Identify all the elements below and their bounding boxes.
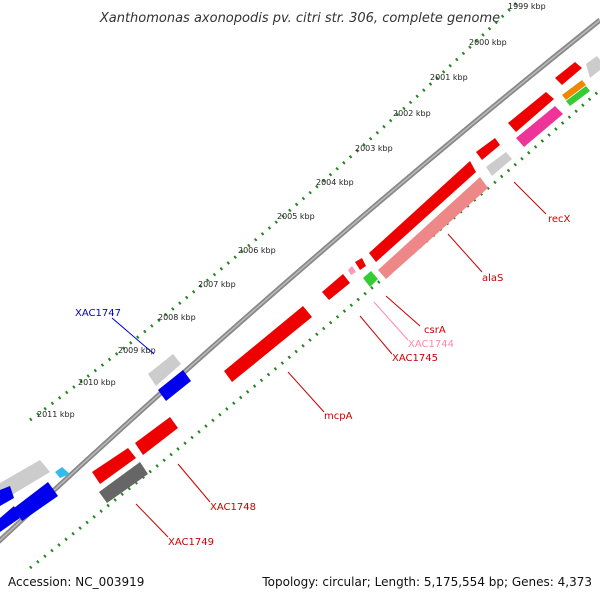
gene-arrow[interactable] (555, 62, 582, 85)
kbp-label: 2004 kbp (316, 178, 354, 187)
gene-arrow[interactable] (224, 306, 312, 382)
kbp-label: 2006 kbp (238, 246, 276, 255)
gene-arrow[interactable] (508, 92, 554, 132)
gene-arrow[interactable] (348, 266, 356, 275)
kbp-label: 2002 kbp (393, 109, 431, 118)
gene-label-alas[interactable]: alaS (482, 273, 503, 284)
gene-arrow[interactable] (0, 506, 20, 532)
gene-arrow[interactable] (562, 80, 586, 100)
genome-info-text: Topology: circular; Length: 5,175,554 bp… (261, 575, 592, 589)
gene-arrow[interactable] (99, 462, 148, 503)
gene-arrow[interactable] (0, 460, 50, 496)
kbp-label: 2009 kbp (118, 346, 156, 355)
gene-arrow[interactable] (486, 152, 512, 176)
gene-arrow[interactable] (92, 448, 136, 484)
kbp-label: 2007 kbp (198, 280, 236, 289)
gene-arrow[interactable] (148, 354, 181, 386)
kbp-labels: 1999 kbp 2000 kbp 2001 kbp 2002 kbp 2003… (37, 2, 546, 419)
inner-scale-track (29, 88, 600, 570)
accession-text: Accession: NC_003919 (8, 575, 144, 589)
gene-arrow[interactable] (0, 486, 14, 506)
gene-arrow[interactable] (586, 56, 600, 78)
gene-features (0, 56, 600, 532)
kbp-label: 2011 kbp (37, 410, 75, 419)
gene-label-recx[interactable]: recX (548, 214, 571, 225)
kbp-label: 2008 kbp (158, 313, 196, 322)
gene-label-xac1744[interactable]: XAC1744 (408, 339, 454, 350)
gene-arrow[interactable] (369, 161, 476, 262)
gene-label-xac1748[interactable]: XAC1748 (210, 502, 256, 513)
gene-arrow[interactable] (355, 258, 366, 270)
map-title: Xanthomonas axonopodis pv. citri str. 30… (99, 11, 500, 26)
gene-arrow[interactable] (378, 177, 488, 279)
gene-arrow[interactable] (55, 467, 70, 478)
gene-arrow[interactable] (322, 274, 350, 300)
gene-arrow[interactable] (363, 271, 378, 287)
gene-arrow[interactable] (158, 370, 191, 401)
kbp-label: 2003 kbp (355, 144, 393, 153)
gene-label-xac1747[interactable]: XAC1747 (75, 308, 121, 319)
gene-arrow[interactable] (14, 482, 58, 521)
kbp-label: 1999 kbp (508, 2, 546, 11)
leader-lines (111, 181, 547, 538)
kbp-label: 2000 kbp (469, 38, 507, 47)
gene-label-xac1745[interactable]: XAC1745 (392, 353, 438, 364)
kbp-label: 2005 kbp (277, 212, 315, 221)
gene-label-mcpa[interactable]: mcpA (324, 411, 353, 422)
kbp-label: 2010 kbp (78, 378, 116, 387)
gene-arrow[interactable] (516, 106, 563, 147)
gene-arrow[interactable] (476, 138, 500, 160)
gene-arrow[interactable] (135, 417, 178, 455)
gene-label-csra[interactable]: csrA (424, 325, 446, 336)
kbp-label: 2001 kbp (430, 73, 468, 82)
outer-scale-track (29, 0, 522, 422)
genome-backbone (0, 18, 600, 544)
gene-arrow[interactable] (566, 86, 590, 106)
gene-label-xac1749[interactable]: XAC1749 (168, 537, 214, 548)
